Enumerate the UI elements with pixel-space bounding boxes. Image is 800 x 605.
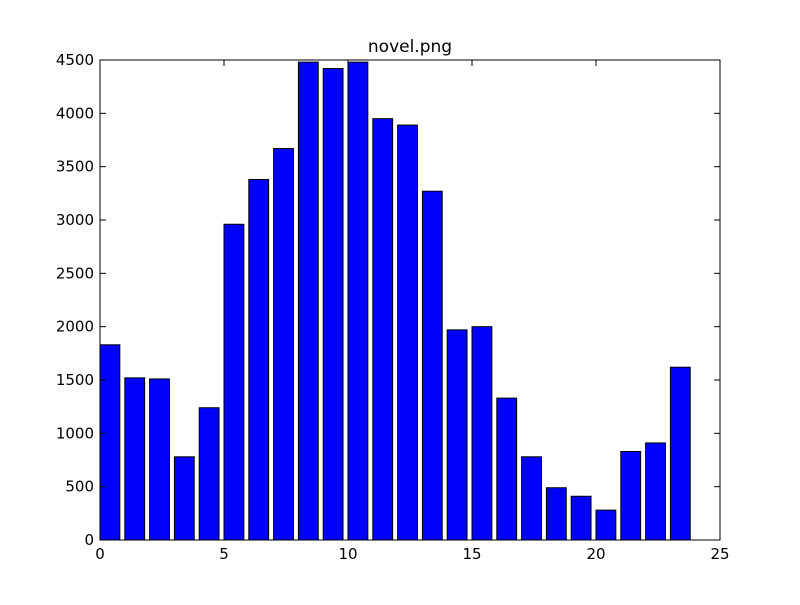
bar-17	[521, 456, 542, 541]
bar-4	[198, 407, 220, 541]
bar-19	[570, 495, 592, 541]
y-tick-label: 2500	[56, 264, 94, 282]
y-tick-label: 3000	[56, 211, 94, 229]
chart-title: novel.png	[368, 37, 452, 57]
bar-13	[421, 190, 443, 541]
bar-8	[297, 61, 319, 541]
bar-21	[620, 450, 642, 541]
bar-2	[149, 378, 170, 541]
bar-11	[372, 118, 394, 541]
y-tick-label: 4500	[56, 51, 94, 69]
ticks-group: 0 5 10 15 20 25 0 500 1000 1500 2000 2500 3000 3500 40…	[56, 51, 730, 563]
y-tick-label: 1500	[56, 371, 94, 389]
x-tick-label: 25	[710, 545, 729, 563]
y-tick-label: 4000	[56, 104, 94, 122]
bar-16	[496, 397, 518, 541]
x-tick-label: 0	[95, 545, 105, 563]
x-tick-label: 10	[338, 545, 357, 563]
bar-9	[322, 68, 344, 541]
bars-group	[99, 61, 691, 541]
y-tick-label: 0	[84, 531, 94, 549]
y-tick-label: 1000	[56, 424, 94, 442]
bar-18	[545, 487, 567, 541]
y-tick-label: 3500	[56, 158, 94, 176]
bar-10	[347, 61, 369, 541]
bar-15	[471, 326, 493, 541]
bar-6	[248, 178, 270, 541]
plot-frame	[99, 59, 721, 541]
bar-22	[645, 442, 666, 541]
bar-23	[669, 366, 691, 541]
bar-0	[99, 344, 121, 541]
bar-1	[124, 377, 146, 541]
bar-5	[223, 223, 245, 541]
y-tick-label: 500	[65, 478, 94, 496]
y-tick-label: 2000	[56, 318, 94, 336]
bar-7	[273, 148, 294, 541]
bar-3	[173, 456, 195, 541]
x-tick-label: 20	[586, 545, 605, 563]
x-tick-label: 15	[462, 545, 481, 563]
x-tick-label: 5	[219, 545, 229, 563]
bar-12	[397, 124, 418, 541]
bar-14	[446, 329, 468, 541]
bar-20	[595, 509, 617, 541]
